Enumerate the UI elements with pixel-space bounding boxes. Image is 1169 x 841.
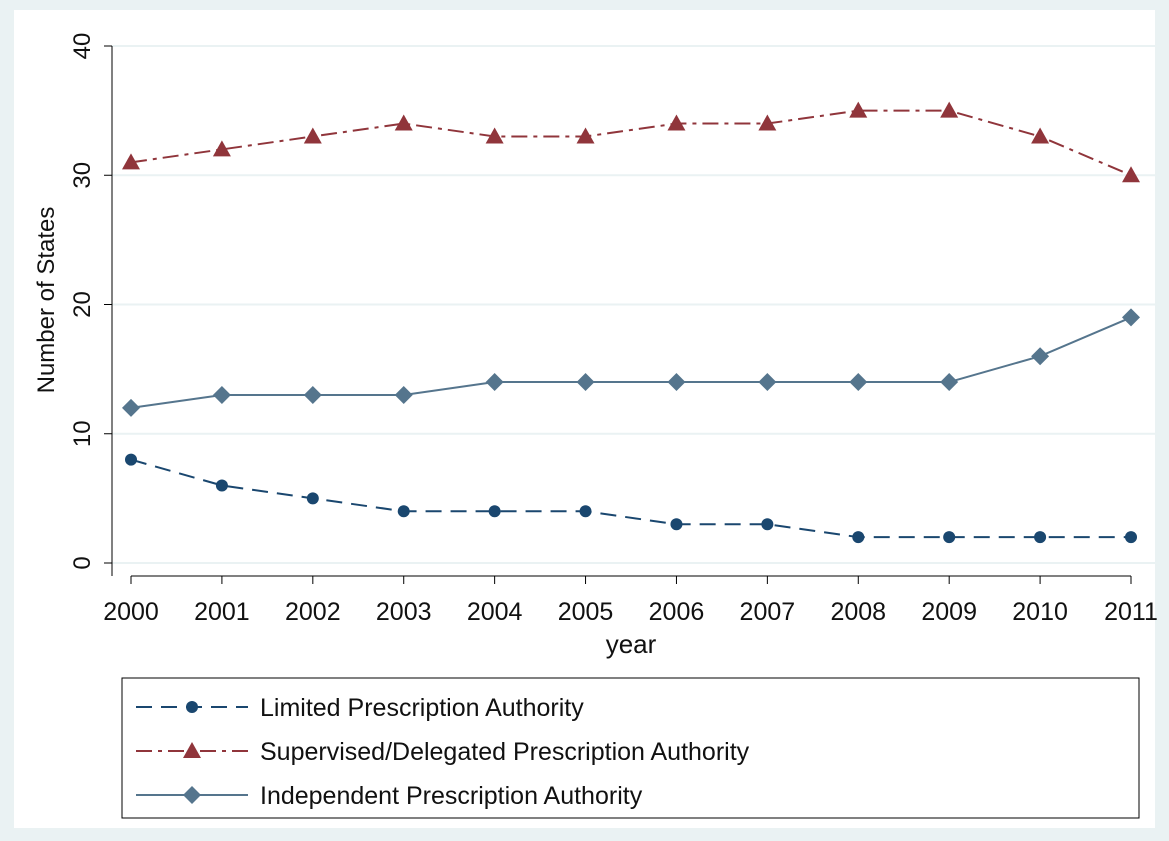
series-1-point-2006	[667, 114, 686, 131]
series-1	[122, 101, 1140, 183]
series-2-point-2006	[667, 373, 686, 392]
y-axis-label: Number of States	[33, 207, 60, 394]
x-tick-label-2002: 2002	[285, 598, 341, 626]
series	[122, 101, 1140, 544]
legend-box	[121, 677, 1140, 819]
x-tick-label-2006: 2006	[649, 598, 705, 626]
x-tick-label-2011: 2011	[1104, 598, 1158, 626]
legend-item-2: Independent Prescription Authority	[136, 782, 643, 810]
x-tick-label-2001: 2001	[194, 598, 250, 626]
y-ticks: 0 10 20 30 40	[69, 33, 112, 570]
series-1-point-2008	[849, 101, 868, 118]
legend-item-0: Limited Prescription Authority	[136, 694, 584, 722]
x-axis-label: year	[606, 629, 657, 659]
series-2-point-2003	[394, 385, 413, 404]
series-1-point-2011	[1122, 166, 1140, 183]
series-line-2	[130, 316, 1132, 409]
series-2-point-2011	[1122, 308, 1140, 327]
x-tick-label-2000: 2000	[103, 598, 159, 626]
series-0-point-2009	[943, 531, 956, 544]
legend-label-0: Limited Prescription Authority	[260, 694, 584, 722]
x-tick-label-2008: 2008	[830, 598, 886, 626]
legend-item-1: Supervised/Delegated Prescription Author…	[136, 738, 750, 766]
x-tick-label-2004: 2004	[467, 598, 523, 626]
x-tick-label-2005: 2005	[558, 598, 614, 626]
series-1-point-2001	[212, 140, 231, 157]
series-2-point-2001	[212, 385, 231, 404]
x-tick-label-2009: 2009	[921, 598, 977, 626]
series-0-point-2002	[306, 492, 319, 505]
series-1-point-2010	[1031, 127, 1050, 144]
series-0	[125, 453, 1137, 544]
legend-marker-1	[183, 742, 201, 758]
legend-marker-0	[186, 701, 198, 713]
series-line-1	[130, 109, 1132, 177]
y-tick-label-30: 30	[69, 162, 96, 189]
series-0-point-2004	[488, 505, 501, 518]
axes	[111, 46, 1131, 577]
series-2-point-2010	[1031, 347, 1050, 366]
legend-marker-2	[183, 786, 201, 804]
series-1-point-2007	[758, 114, 777, 131]
series-2-point-2005	[576, 373, 595, 392]
series-2-point-2009	[940, 373, 959, 392]
series-2-point-2000	[122, 398, 140, 417]
series-0-point-2007	[761, 518, 774, 531]
legend: Limited Prescription Authority Supervised…	[121, 677, 1140, 819]
series-0-point-2003	[397, 505, 410, 518]
series-0-point-2005	[579, 505, 592, 518]
series-1-point-2004	[485, 127, 504, 144]
series-2-point-2007	[758, 373, 777, 392]
series-2-point-2008	[849, 373, 868, 392]
series-2	[122, 308, 1140, 417]
legend-label-2: Independent Prescription Authority	[260, 782, 643, 810]
series-1-point-2003	[394, 114, 413, 131]
x-tick-label-2003: 2003	[376, 598, 432, 626]
series-line-0	[130, 458, 1131, 539]
y-tick-label-20: 20	[69, 291, 96, 318]
series-2-point-2002	[303, 385, 322, 404]
series-0-point-2006	[670, 518, 683, 531]
series-1-point-2005	[576, 127, 595, 144]
y-tick-label-10: 10	[69, 420, 96, 447]
x-tick-label-2010: 2010	[1012, 598, 1068, 626]
x-tick-label-2007: 2007	[740, 598, 796, 626]
series-0-point-2010	[1034, 531, 1047, 544]
gridlines	[112, 45, 1155, 564]
series-2-point-2004	[485, 373, 504, 392]
series-1-point-2009	[940, 101, 959, 118]
series-0-point-2011	[1125, 531, 1137, 544]
series-1-point-2000	[122, 153, 140, 170]
x-ticks: 2000 2001 2002 2003 2004 2005 2006 2007 2008 2009…	[103, 576, 1158, 626]
series-0-point-2000	[125, 453, 137, 466]
y-tick-label-0: 0	[69, 556, 96, 569]
y-tick-label-40: 40	[69, 33, 96, 60]
series-1-point-2002	[303, 127, 322, 144]
series-0-point-2008	[852, 531, 865, 544]
legend-label-1: Supervised/Delegated Prescription Author…	[260, 738, 750, 766]
series-0-point-2001	[215, 479, 228, 492]
